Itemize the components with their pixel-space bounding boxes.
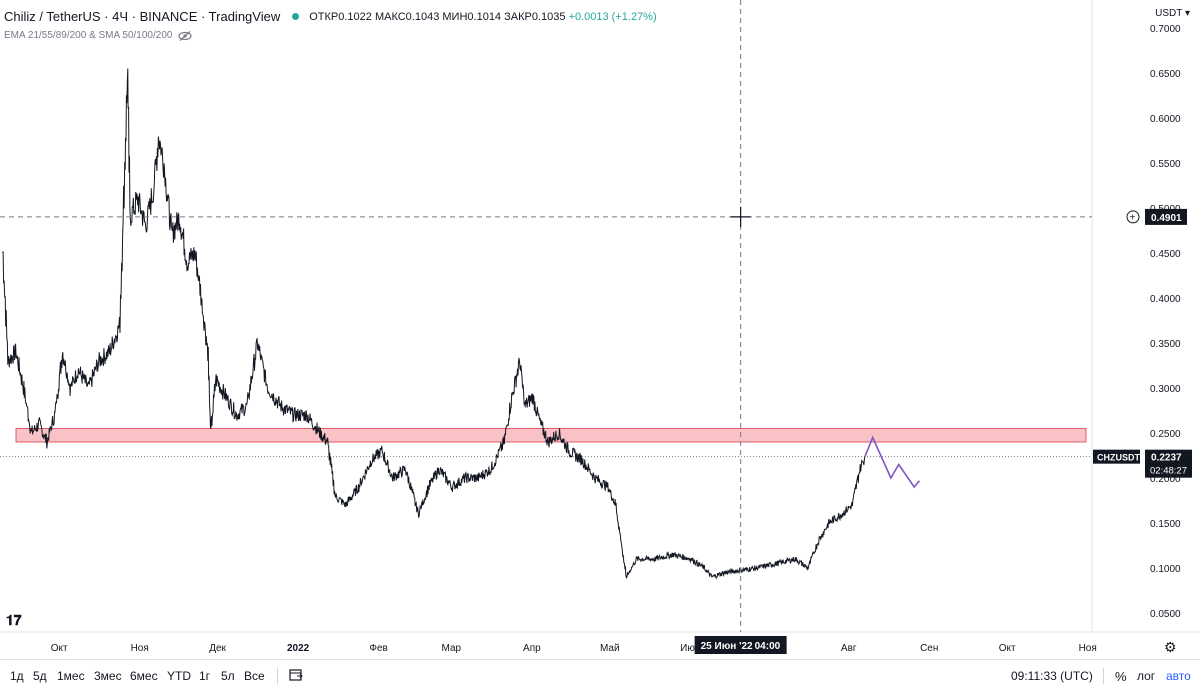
ticker-tag-label: CHZUSDT bbox=[1097, 453, 1140, 463]
goto-date-icon[interactable] bbox=[289, 669, 303, 682]
range-6m[interactable]: 6мес bbox=[130, 669, 158, 683]
ohlc-readout: ОТКР0.1022 МАКС0.1043 МИН0.1014 ЗАКР0.10… bbox=[309, 11, 656, 23]
range-5d[interactable]: 5д bbox=[33, 669, 47, 683]
open-value: ОТКР0.1022 bbox=[309, 10, 372, 23]
range-ytd[interactable]: YTD bbox=[167, 669, 191, 683]
y-tick-label: 0.1500 bbox=[1150, 519, 1181, 530]
y-tick-label: 0.4000 bbox=[1150, 294, 1181, 305]
toolbar-divider bbox=[1103, 668, 1104, 684]
y-tick-label: 0.2500 bbox=[1150, 429, 1181, 440]
range-5y[interactable]: 5л bbox=[221, 669, 235, 683]
x-tick-label: Сен bbox=[920, 643, 938, 654]
change-value: +0.0013 (+1.27%) bbox=[568, 10, 657, 23]
y-tick-label: 0.6500 bbox=[1150, 69, 1181, 80]
y-tick-label: 0.5500 bbox=[1150, 159, 1181, 170]
price-line bbox=[2, 68, 866, 580]
x-tick-label: Фев bbox=[369, 643, 387, 654]
gear-icon[interactable]: ⚙ bbox=[1164, 639, 1177, 655]
x-tick-label: Июн bbox=[680, 643, 700, 654]
ticker-tag-box bbox=[1093, 449, 1140, 464]
x-tick-label: Май bbox=[600, 643, 620, 654]
x-tick-label: Окт bbox=[999, 643, 1016, 654]
x-tick-label: Мар bbox=[442, 643, 462, 654]
y-tick-label: 0.3000 bbox=[1150, 384, 1181, 395]
log-toggle[interactable]: лог bbox=[1137, 669, 1156, 683]
eye-hidden-icon[interactable] bbox=[178, 30, 193, 41]
market-open-dot bbox=[292, 13, 300, 20]
y-tick-label: 0.6000 bbox=[1150, 114, 1181, 125]
range-3m[interactable]: 3мес bbox=[94, 669, 122, 683]
toolbar-divider bbox=[277, 668, 278, 684]
bottom-toolbar: 1д 5д 1мес 3мес 6мес YTD 1г 5л Все 09:11… bbox=[0, 659, 1200, 691]
y-tick-label: 0.2000 bbox=[1150, 474, 1181, 485]
percent-toggle[interactable]: % bbox=[1115, 669, 1127, 684]
high-value: МАКС0.1043 bbox=[374, 10, 440, 23]
x-tick-label: Авг bbox=[841, 643, 857, 654]
crosshair-time-label: 04:00 bbox=[755, 641, 781, 652]
currency-label: USDT bbox=[1155, 8, 1183, 19]
close-value: ЗАКР0.1035 bbox=[504, 10, 566, 23]
crosshair-price-tag bbox=[1145, 208, 1187, 225]
auto-toggle[interactable]: авто bbox=[1166, 669, 1191, 683]
last-price-label: 0.2237 bbox=[1151, 453, 1182, 464]
plus-icon: + bbox=[1130, 212, 1136, 223]
x-tick-label: Ноя bbox=[1079, 643, 1097, 654]
x-tick-label: Дек bbox=[209, 643, 226, 654]
y-tick-label: 0.3500 bbox=[1150, 339, 1181, 350]
last-price-box bbox=[1145, 449, 1192, 478]
y-tick-label: 0.0500 bbox=[1150, 609, 1181, 620]
price-chart[interactable]: 0.70000.65000.60000.55000.50000.45000.40… bbox=[0, 0, 1200, 660]
range-1m[interactable]: 1мес bbox=[57, 669, 85, 683]
crosshair-date-label: 25 Июн '22 bbox=[701, 641, 753, 652]
forecast-path bbox=[864, 435, 921, 489]
range-1y[interactable]: 1г bbox=[199, 669, 211, 683]
y-tick-label: 0.4500 bbox=[1150, 249, 1181, 260]
range-1d[interactable]: 1д bbox=[10, 669, 24, 683]
symbol-title[interactable]: Chiliz / TetherUS · 4Ч · BINANCE · Tradi… bbox=[4, 9, 281, 24]
indicators-legend[interactable]: EMA 21/55/89/200 & SMA 50/100/200 bbox=[4, 30, 193, 41]
low-value: МИН0.1014 bbox=[442, 10, 502, 23]
crosshair-price-label: 0.4901 bbox=[1151, 213, 1182, 224]
chart-header: Chiliz / TetherUS · 4Ч · BINANCE · Tradi… bbox=[4, 9, 657, 24]
y-tick-label: 0.7000 bbox=[1150, 24, 1181, 35]
indicators-label: EMA 21/55/89/200 & SMA 50/100/200 bbox=[4, 30, 173, 41]
range-all[interactable]: Все bbox=[244, 669, 265, 683]
currency-selector[interactable]: USDT ▾ bbox=[1155, 8, 1190, 19]
x-tick-label: 2022 bbox=[287, 643, 310, 654]
crosshair-date-tag bbox=[694, 636, 787, 654]
add-alert-icon bbox=[1126, 210, 1140, 224]
x-tick-label: Апр bbox=[523, 643, 541, 654]
tradingview-logo: 𝟏𝟕 bbox=[6, 612, 22, 628]
x-tick-label: Окт bbox=[51, 643, 68, 654]
utc-clock[interactable]: 09:11:33 (UTC) bbox=[1011, 669, 1093, 683]
y-tick-label: 0.1000 bbox=[1150, 564, 1181, 575]
countdown-label: 02:48:27 bbox=[1150, 466, 1187, 477]
x-tick-label: Ноя bbox=[131, 643, 149, 654]
